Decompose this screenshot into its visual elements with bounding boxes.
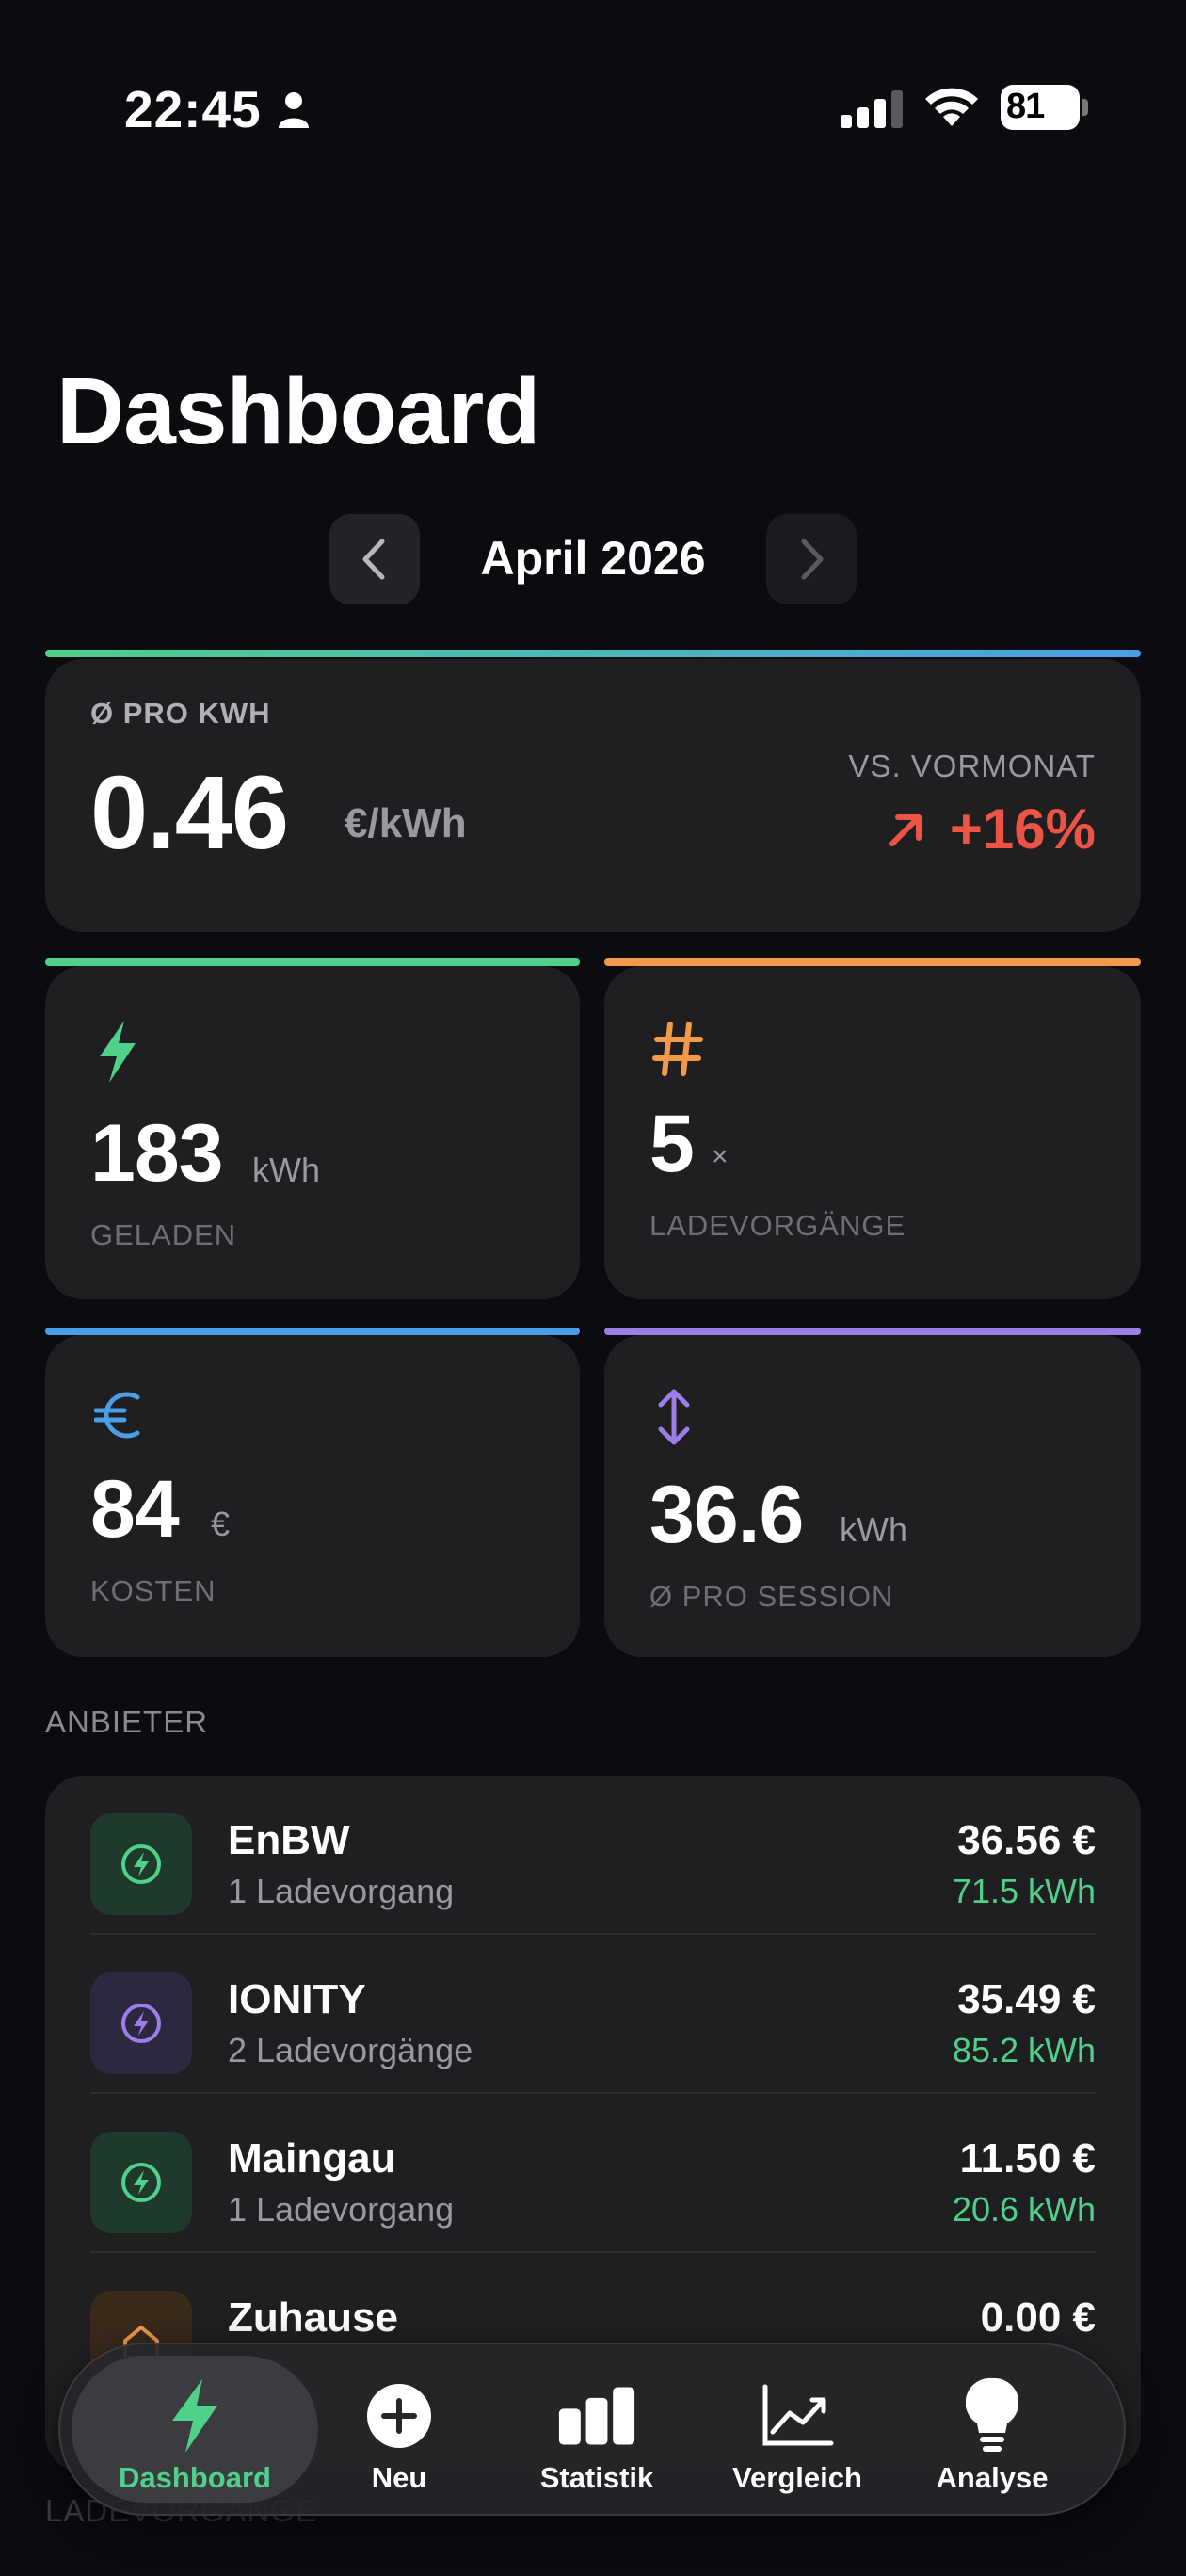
provider-name: IONITY	[228, 1976, 366, 2022]
price-card-accent	[45, 650, 1141, 657]
tab-compare[interactable]: Vergleich	[717, 2344, 877, 2518]
stat-value-charged: 183	[90, 1108, 223, 1199]
tab-label: Dashboard	[119, 2461, 271, 2494]
provider-name: Maingau	[228, 2135, 396, 2182]
stat-value-sessions: 5	[649, 1099, 695, 1189]
compare-label: VS. VORMONAT	[848, 749, 1096, 783]
providers-section-title: ANBIETER	[45, 1704, 209, 1739]
lightbulb-icon	[966, 2377, 1018, 2452]
trend-chart-icon	[762, 2384, 834, 2446]
provider-icon	[90, 2132, 192, 2233]
page-title: Dashboard	[56, 359, 540, 464]
bar-chart-icon	[558, 2387, 635, 2445]
tab-bar: Dashboard Neu Statistik	[58, 2343, 1126, 2516]
price-per-kwh-card	[45, 659, 1141, 932]
provider-sessions: 1 Ladevorgang	[228, 1872, 455, 1910]
tab-analysis[interactable]: Analyse	[917, 2344, 1067, 2518]
stat-label-charged: GELADEN	[90, 1218, 237, 1251]
month-label: April 2026	[480, 532, 706, 585]
provider-row-zuhause[interactable]: Zuhause 0.00 €	[45, 2253, 1141, 2412]
stat-accent-per-session	[604, 1328, 1141, 1335]
person-icon	[279, 92, 309, 128]
stat-accent-charged	[45, 958, 580, 966]
provider-sessions: 1 Ladevorgang	[228, 2190, 455, 2229]
provider-cost: 0.00 €	[980, 2294, 1096, 2341]
charging-bolt-circle-icon	[121, 2163, 161, 2202]
cellular-signal-icon	[841, 90, 903, 128]
stat-card-costs	[45, 1335, 580, 1657]
stat-card-charged	[45, 966, 580, 1299]
wifi-icon	[925, 88, 978, 126]
stat-value-per-session: 36.6	[649, 1470, 804, 1560]
bolt-icon	[172, 2379, 217, 2453]
month-navigator: April 2026	[329, 514, 857, 604]
stat-unit-charged: kWh	[252, 1151, 320, 1189]
price-label: Ø PRO KWH	[90, 697, 271, 730]
provider-icon	[90, 1813, 192, 1915]
provider-name: Zuhause	[228, 2294, 398, 2341]
tab-dashboard[interactable]: Dashboard	[72, 2344, 318, 2518]
provider-sessions: 2 Ladevorgänge	[228, 2031, 473, 2069]
stat-unit-per-session: kWh	[840, 1510, 907, 1549]
divider	[90, 2092, 1096, 2094]
price-value: 0.46	[90, 755, 289, 871]
provider-row-ionity[interactable]: IONITY 2 Ladevorgänge 35.49 € 85.2 kWh	[45, 1935, 1141, 2094]
stat-label-per-session: Ø PRO SESSION	[649, 1580, 894, 1613]
stat-accent-sessions	[604, 958, 1141, 966]
compare-value: +16%	[949, 797, 1096, 861]
status-time: 22:45	[124, 80, 262, 138]
provider-kwh: 20.6 kWh	[952, 2190, 1096, 2229]
charging-bolt-circle-icon	[121, 2004, 161, 2043]
divider	[90, 1933, 1096, 1935]
provider-kwh: 85.2 kWh	[952, 2031, 1096, 2069]
stat-unit-sessions: ×	[712, 1141, 729, 1172]
stat-label-sessions: LADEVORGÄNGE	[649, 1209, 906, 1242]
euro-icon	[94, 1392, 140, 1439]
provider-kwh: 71.5 kWh	[952, 1872, 1096, 1910]
tab-label: Statistik	[539, 2461, 654, 2494]
tab-label: Analyse	[936, 2461, 1049, 2494]
tab-label: Vergleich	[732, 2461, 862, 2494]
bolt-icon	[100, 1021, 136, 1083]
stat-unit-costs: €	[211, 1505, 231, 1543]
battery-level: 81	[1006, 87, 1045, 126]
provider-icon	[90, 1972, 192, 2074]
arrow-up-right-icon	[890, 814, 922, 846]
price-unit: €/kWh	[345, 800, 467, 846]
previous-month-button[interactable]	[329, 514, 420, 604]
tab-statistics[interactable]: Statistik	[521, 2344, 672, 2518]
next-month-button[interactable]	[766, 514, 857, 604]
provider-row-maingau[interactable]: Maingau 1 Ladevorgang 11.50 € 20.6 kWh	[45, 2094, 1141, 2253]
tab-label: Neu	[371, 2461, 427, 2494]
stat-label-costs: KOSTEN	[90, 1574, 216, 1607]
stat-accent-costs	[45, 1328, 580, 1335]
provider-cost: 11.50 €	[959, 2135, 1096, 2182]
hash-icon	[652, 1022, 703, 1076]
provider-cost: 35.49 €	[957, 1976, 1096, 2022]
provider-cost: 36.56 €	[957, 1817, 1096, 1863]
stat-card-sessions	[604, 966, 1141, 1299]
divider	[90, 2251, 1096, 2253]
provider-name: EnBW	[228, 1817, 350, 1863]
battery-indicator: 81	[1001, 85, 1088, 130]
provider-row-enbw[interactable]: EnBW 1 Ladevorgang 36.56 € 71.5 kWh	[45, 1776, 1141, 1935]
tab-new[interactable]: Neu	[343, 2344, 456, 2518]
stat-value-costs: 84	[90, 1464, 180, 1554]
up-down-arrows-icon	[658, 1389, 690, 1445]
chevron-right-icon	[801, 539, 824, 580]
charging-bolt-circle-icon	[121, 1844, 161, 1884]
plus-circle-icon	[367, 2384, 431, 2448]
chevron-left-icon	[362, 539, 385, 580]
stat-card-per-session	[604, 1335, 1141, 1657]
